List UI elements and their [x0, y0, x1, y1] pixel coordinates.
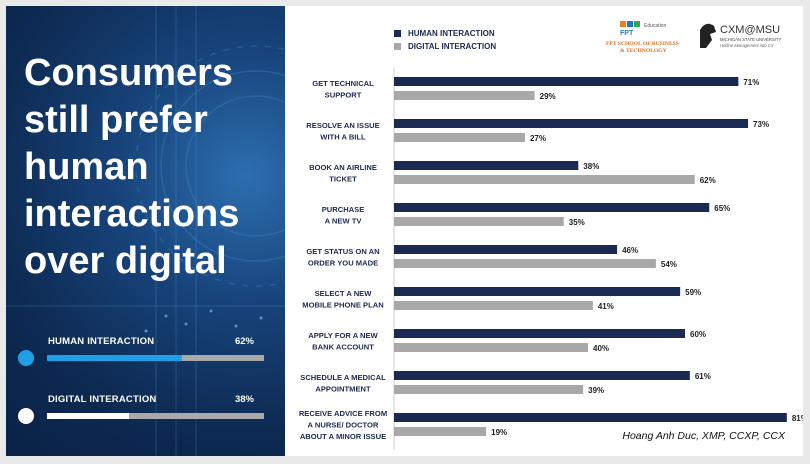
bar-human-value: 59% — [685, 288, 701, 297]
category-label: BANK ACCOUNT — [312, 342, 374, 351]
bar-digital — [394, 133, 525, 142]
headline-line: human — [24, 146, 149, 188]
bar-digital-value: 35% — [569, 218, 585, 227]
headline-line: still prefer — [24, 99, 208, 141]
bar-digital-value: 29% — [540, 92, 556, 101]
bar-digital — [394, 343, 588, 352]
headline-line: Consumers — [24, 52, 234, 94]
category-label: ABOUT A MINOR ISSUE — [300, 432, 386, 441]
category-label: SELECT A NEW — [315, 289, 373, 298]
category-label: RESOLVE AN ISSUE — [306, 121, 379, 130]
summary-digital-label: DIGITAL INTERACTION — [48, 394, 157, 405]
fpt-sub: Education — [644, 23, 666, 29]
summary-human-track — [47, 355, 264, 361]
category-label: A NURSE/ DOCTOR — [308, 421, 379, 430]
bar-digital-value: 40% — [593, 344, 609, 353]
cxm-line2: Hotline Management into CX — [720, 43, 774, 48]
bar-digital-value: 19% — [491, 428, 507, 437]
bar-human — [394, 119, 749, 128]
category-label: BOOK AN AIRLINE — [309, 163, 377, 172]
legend-digital-swatch — [394, 43, 401, 50]
category-label: SUPPORT — [325, 90, 362, 99]
bar-digital — [394, 427, 487, 436]
fpt-line2: & TECHNOLOGY — [620, 48, 667, 54]
category-label: GET TECHNICAL — [312, 79, 374, 88]
category-label: ORDER YOU MADE — [308, 258, 378, 267]
digital-dot-icon — [18, 408, 34, 424]
summary-human-label: HUMAN INTERACTION — [48, 336, 155, 347]
bar-digital — [394, 217, 564, 226]
category-label: GET STATUS ON AN — [306, 247, 379, 256]
bar-human — [394, 77, 739, 86]
bar-human — [394, 287, 681, 296]
spartan-helmet-icon — [700, 23, 716, 48]
category-label: WITH A BILL — [320, 132, 366, 141]
bar-human — [394, 371, 690, 380]
bar-human-value: 73% — [753, 120, 769, 129]
cxm-line1: MICHIGAN STATE UNIVERSITY — [720, 37, 781, 42]
bar-human — [394, 161, 579, 170]
summary-digital-pct: 38% — [234, 394, 254, 405]
bar-digital-value: 41% — [598, 302, 614, 311]
summary-digital-track — [47, 413, 264, 419]
bar-human-value: 71% — [743, 78, 759, 87]
bar-human-value: 65% — [714, 204, 730, 213]
author-credit: Hoang Anh Duc, XMP, CCXP, CCX — [622, 430, 785, 442]
category-label: SCHEDULE A MEDICAL — [300, 373, 386, 382]
bar-digital — [394, 259, 656, 268]
bar-human-value: 46% — [622, 246, 638, 255]
tech-background — [6, 6, 285, 456]
category-label: RECEIVE ADVICE FROM — [299, 409, 387, 418]
bar-digital-value: 54% — [661, 260, 677, 269]
category-label: PURCHASE — [322, 205, 365, 214]
bar-human — [394, 203, 710, 212]
category-label: APPOINTMENT — [315, 384, 371, 393]
bar-chart: GET TECHNICAL SUPPORT 71% 29% RESOLVE AN ISS… — [299, 68, 803, 450]
bar-human-value: 61% — [695, 372, 711, 381]
bar-digital-value: 27% — [530, 134, 546, 143]
left-panel: Consumers still prefer human interaction… — [6, 6, 285, 456]
fpt-mark: FPT — [620, 30, 634, 37]
legend-human-label: HUMAN INTERACTION — [408, 29, 495, 38]
cxm-title: CXM@MSU — [720, 24, 780, 36]
slide: Consumers still prefer human interaction… — [6, 6, 803, 456]
legend-digital-label: DIGITAL INTERACTION — [408, 42, 497, 51]
bar-human-value: 81% — [792, 414, 803, 423]
summary-human-pct: 62% — [234, 336, 254, 347]
category-label: TICKET — [329, 174, 357, 183]
category-label: MOBILE PHONE PLAN — [302, 300, 383, 309]
bar-digital — [394, 301, 593, 310]
legend-human-swatch — [394, 30, 401, 37]
bar-digital — [394, 175, 695, 184]
bar-human-value: 60% — [690, 330, 706, 339]
summary-human-fill — [47, 355, 182, 361]
bar-human-value: 38% — [583, 162, 599, 171]
bar-digital-value: 39% — [588, 386, 604, 395]
bar-digital-value: 62% — [700, 176, 716, 185]
headline-line: interactions — [24, 193, 240, 235]
headline-line: over digital — [24, 240, 227, 282]
headline: Consumers still prefer human interaction… — [24, 50, 274, 285]
bar-human — [394, 245, 618, 254]
category-label: A NEW TV — [325, 216, 363, 225]
summary-digital-fill — [47, 413, 130, 419]
fpt-line1: FPT SCHOOL OF BUSINESS — [606, 41, 679, 47]
bar-digital — [394, 91, 535, 100]
bar-human — [394, 413, 787, 422]
bar-human — [394, 329, 685, 338]
cxm-msu-logo: CXM@MSU MICHIGAN STATE UNIVERSITY Hotlin… — [700, 23, 781, 48]
fpt-logo: FPT Education FPT SCHOOL OF BUSINESS & T… — [606, 21, 679, 54]
human-dot-icon — [18, 350, 34, 366]
category-label: APPLY FOR A NEW — [308, 331, 378, 340]
bar-digital — [394, 385, 584, 394]
